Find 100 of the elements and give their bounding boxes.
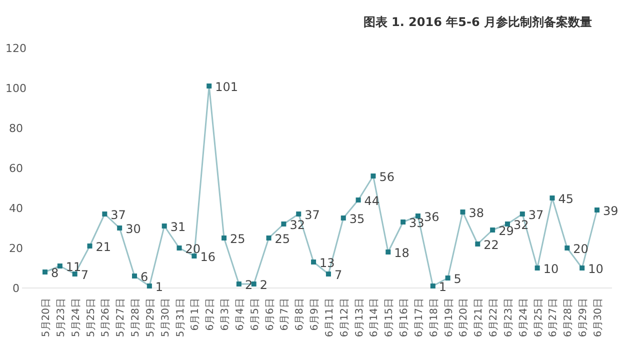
data-label: 31 bbox=[170, 220, 186, 234]
point bbox=[206, 84, 212, 88]
x-tick-label: 5月28日 bbox=[130, 298, 142, 338]
data-label: 37 bbox=[304, 208, 320, 222]
data-label: 29 bbox=[498, 224, 514, 238]
point bbox=[445, 276, 450, 280]
x-tick-label: 6月18日 bbox=[428, 298, 440, 338]
data-label: 22 bbox=[484, 238, 499, 252]
x-tick-label: 6月3日 bbox=[220, 298, 232, 331]
x-tick-label: 6月8日 bbox=[294, 298, 306, 331]
point bbox=[87, 244, 92, 248]
point bbox=[192, 254, 197, 258]
point bbox=[222, 236, 227, 240]
y-tick-label: 40 bbox=[9, 202, 23, 215]
x-tick-label: 5月30日 bbox=[160, 298, 172, 338]
x-tick-label: 6月12日 bbox=[339, 298, 350, 338]
data-label: 38 bbox=[468, 206, 484, 220]
data-label: 13 bbox=[320, 256, 335, 270]
data-label: 30 bbox=[126, 222, 141, 236]
x-tick-label: 6月2日 bbox=[205, 298, 216, 331]
data-label: 44 bbox=[364, 194, 380, 208]
data-label: 2 bbox=[260, 278, 268, 292]
y-tick-label: 0 bbox=[12, 282, 20, 295]
data-label: 36 bbox=[424, 210, 440, 224]
x-tick-label: 5月24日 bbox=[70, 298, 82, 338]
point bbox=[370, 174, 376, 178]
data-label: 101 bbox=[215, 80, 238, 94]
data-label: 39 bbox=[603, 204, 618, 218]
point bbox=[415, 214, 420, 218]
point bbox=[534, 266, 540, 270]
x-tick-label: 6月19日 bbox=[444, 298, 455, 338]
point bbox=[117, 226, 122, 230]
x-tick-label: 6月23日 bbox=[503, 298, 514, 338]
point bbox=[490, 228, 496, 232]
x-tick-label: 5月29日 bbox=[145, 298, 156, 338]
data-label: 11 bbox=[66, 260, 82, 274]
x-tick-label: 6月17日 bbox=[414, 298, 425, 338]
y-tick-label: 100 bbox=[6, 82, 26, 95]
x-tick-label: 6月27日 bbox=[548, 298, 560, 338]
point bbox=[430, 284, 436, 288]
x-tick-label: 6月15日 bbox=[384, 298, 396, 338]
data-label: 21 bbox=[96, 240, 112, 254]
data-label: 32 bbox=[513, 218, 529, 232]
x-tick-label: 6月6日 bbox=[264, 298, 276, 331]
x-tick-label: 6月30日 bbox=[593, 298, 604, 338]
data-label: 20 bbox=[573, 242, 588, 256]
point bbox=[102, 212, 108, 216]
point bbox=[162, 224, 167, 228]
x-tick-label: 5月20日 bbox=[41, 298, 52, 338]
data-label: 10 bbox=[543, 262, 559, 276]
point bbox=[386, 250, 391, 254]
x-tick-label: 6月16日 bbox=[399, 298, 410, 338]
data-label: 37 bbox=[110, 208, 126, 222]
point bbox=[356, 198, 361, 202]
point bbox=[400, 220, 406, 224]
point bbox=[520, 212, 525, 216]
data-label: 6 bbox=[140, 270, 148, 284]
y-tick-label: 20 bbox=[9, 242, 23, 255]
point bbox=[236, 282, 242, 286]
y-tick-label: 60 bbox=[9, 162, 23, 175]
point bbox=[311, 260, 316, 264]
x-tick-label: 6月5日 bbox=[250, 298, 261, 331]
point bbox=[564, 246, 570, 250]
point bbox=[550, 196, 555, 200]
point bbox=[340, 216, 346, 220]
x-tick-label: 6月20日 bbox=[458, 298, 470, 338]
point bbox=[132, 274, 138, 278]
point bbox=[326, 272, 331, 276]
x-tick-label: 5月26日 bbox=[100, 298, 112, 338]
data-label: 7 bbox=[80, 268, 88, 282]
point bbox=[475, 242, 480, 246]
y-tick-label: 80 bbox=[9, 122, 23, 135]
x-tick-label: 5月25日 bbox=[86, 298, 97, 338]
point bbox=[266, 236, 272, 240]
data-label: 33 bbox=[409, 216, 424, 230]
x-tick-label: 6月11日 bbox=[324, 298, 336, 338]
point bbox=[460, 210, 466, 214]
data-label: 25 bbox=[274, 232, 290, 246]
x-tick-label: 6月14日 bbox=[369, 298, 380, 338]
point bbox=[42, 270, 48, 274]
x-tick-label: 5月31日 bbox=[175, 298, 186, 338]
data-label: 10 bbox=[588, 262, 604, 276]
point bbox=[296, 212, 302, 216]
point bbox=[594, 208, 600, 212]
y-tick-label: 120 bbox=[6, 42, 26, 55]
x-tick-label: 6月25日 bbox=[533, 298, 544, 338]
point bbox=[72, 272, 78, 276]
data-label: 1 bbox=[155, 280, 164, 294]
chart-title: 图表 1. 2016 年5-6 月参比制剂备案数量 bbox=[363, 15, 592, 29]
point bbox=[580, 266, 585, 270]
x-tick-label: 6月21日 bbox=[474, 298, 485, 338]
point bbox=[57, 264, 62, 268]
x-tick-label: 5月27日 bbox=[116, 298, 127, 338]
point bbox=[176, 246, 182, 250]
data-label: 7 bbox=[334, 268, 342, 282]
data-label: 20 bbox=[185, 242, 201, 256]
data-label: 37 bbox=[528, 208, 544, 222]
x-tick-label: 6月7日 bbox=[280, 298, 291, 331]
point bbox=[281, 222, 286, 226]
data-label: 5 bbox=[454, 272, 462, 286]
